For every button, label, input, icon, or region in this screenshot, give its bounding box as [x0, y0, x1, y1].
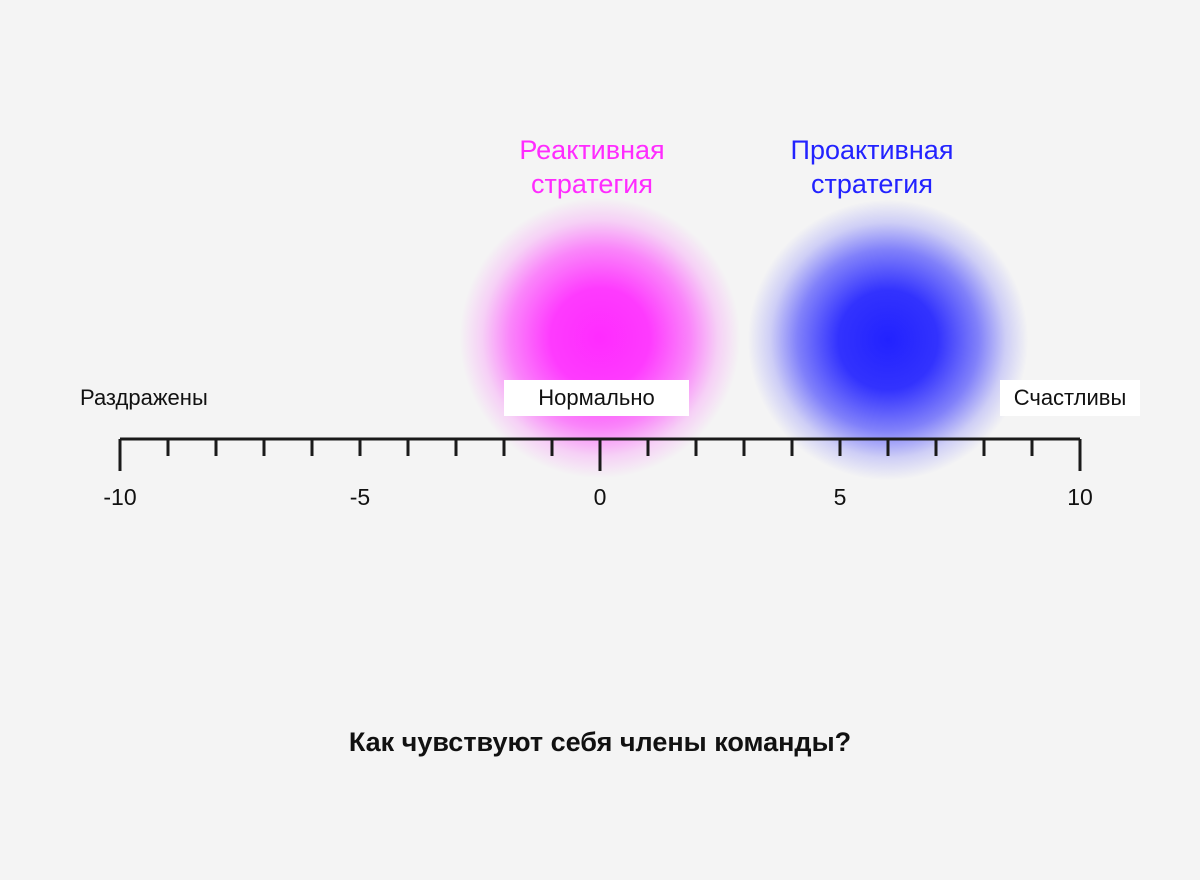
axis-tick-labels: -10 -5 0 5 10 — [103, 484, 1092, 510]
question-caption: Как чувствуют себя члены команды? — [348, 727, 852, 757]
proactive-title-line1: Проактивная — [790, 135, 954, 165]
reactive-title-line2: стратегия — [531, 169, 653, 199]
axis-tick-label: 10 — [1067, 484, 1093, 510]
axis-tick-label: -5 — [350, 484, 370, 510]
proactive-strategy-title: Проактивная стратегия — [742, 133, 1002, 201]
scale-label-normal: Нормально — [504, 380, 689, 416]
axis-ticks — [118, 439, 1082, 471]
scale-label-happy: Счастливы — [1000, 380, 1140, 416]
axis-tick-label: 0 — [594, 484, 607, 510]
axis-tick-label: -10 — [103, 484, 136, 510]
reactive-strategy-title: Реактивная стратегия — [462, 133, 722, 201]
axis-tick-label: 5 — [834, 484, 847, 510]
proactive-title-line2: стратегия — [811, 169, 933, 199]
reactive-title-line1: Реактивная — [519, 135, 665, 165]
scale-label-irritated: Раздражены — [80, 385, 208, 410]
